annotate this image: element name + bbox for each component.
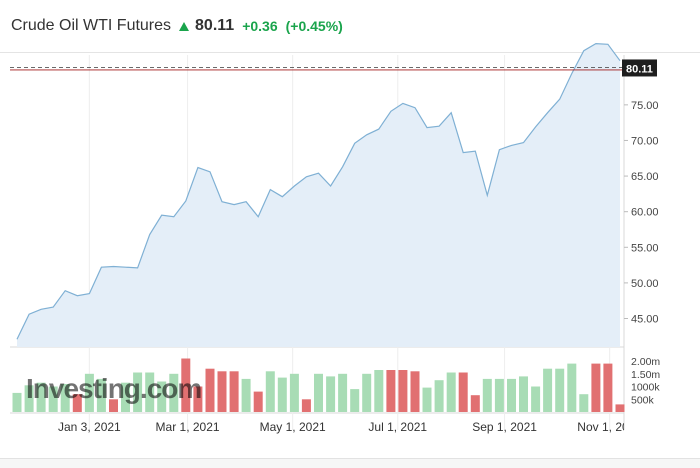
volume-bar [362, 373, 372, 412]
x-tick-label: Nov 1, 2021 [577, 420, 642, 434]
price-tick-label: 60.00 [631, 207, 659, 219]
x-tick-label: Jan 3, 2021 [58, 420, 121, 434]
volume-bar [133, 372, 143, 412]
volume-bar [410, 371, 420, 412]
volume-bar [60, 384, 70, 412]
volume-bar [181, 358, 191, 412]
header-divider [0, 52, 700, 53]
price-tick-label: 65.00 [631, 171, 659, 183]
volume-bar [579, 394, 589, 412]
price-tick-label: 75.00 [631, 100, 659, 112]
volume-bars [12, 358, 625, 412]
volume-bar [507, 378, 516, 412]
last-price: 80.11 [195, 17, 235, 34]
volume-bar [277, 377, 287, 412]
volume-bar [157, 381, 167, 412]
volume-bar [470, 395, 480, 412]
x-tick-label: Jul 1, 2021 [368, 420, 427, 434]
volume-bar [24, 385, 34, 412]
volume-bar [519, 376, 528, 412]
price-tick-label: 70.00 [631, 135, 659, 147]
price-area [17, 43, 620, 347]
volume-bar [603, 363, 613, 412]
x-tick-label: Sep 1, 2021 [472, 420, 537, 434]
volume-bar [543, 368, 553, 412]
price-axis-ticks: 45.00 50.00 55.00 60.00 65.00 70.00 75.00 [624, 100, 659, 326]
up-arrow-icon [179, 21, 190, 31]
volume-bar [72, 394, 82, 412]
volume-bar [422, 387, 432, 412]
volume-bar [193, 386, 203, 412]
volume-bar [12, 392, 22, 412]
volume-bar [386, 370, 396, 412]
price-tick-label: 45.00 [631, 314, 659, 326]
volume-bar [555, 368, 565, 412]
chart-header: Crude Oil WTI Futures 80.11 +0.36 (+0.45… [0, 0, 700, 52]
volume-bar [121, 382, 130, 412]
volume-bar [229, 371, 239, 412]
volume-tick-label: 500k [631, 394, 655, 406]
volume-bar [338, 373, 348, 412]
volume-bar [96, 378, 106, 412]
volume-bar [314, 373, 323, 412]
x-tick-label: Mar 1, 2021 [156, 420, 220, 434]
price-change: +0.36 [242, 18, 278, 34]
price-tick-label: 50.00 [631, 278, 659, 290]
price-change-percent: (+0.45%) [285, 18, 343, 34]
volume-bar [482, 378, 492, 412]
volume-bar [289, 373, 299, 412]
volume-bar [169, 373, 179, 412]
bottom-tab-strip [0, 458, 700, 468]
volume-bar [446, 372, 456, 412]
volume-bar [591, 363, 601, 412]
volume-bar [217, 371, 227, 412]
volume-bar [458, 372, 468, 412]
volume-bar [374, 370, 384, 412]
volume-bar [36, 382, 46, 412]
volume-bar [434, 380, 444, 412]
last-price-tag-label: 80.11 [626, 63, 653, 75]
volume-tick-label: 1.50m [631, 369, 660, 381]
volume-bar [48, 386, 58, 412]
investing-watermark-logo: Investing.com [26, 373, 201, 404]
volume-bar [301, 399, 311, 412]
volume-tick-label: 1000k [631, 382, 660, 394]
volume-bar [109, 399, 118, 412]
instrument-title: Crude Oil WTI Futures [11, 17, 172, 34]
price-tick-label: 55.00 [631, 242, 659, 254]
volume-bar [494, 378, 504, 412]
volume-bar [531, 386, 541, 412]
volume-bar [84, 373, 94, 412]
volume-tick-label: 2.00m [631, 356, 660, 368]
x-tick-label: May 1, 2021 [260, 420, 326, 434]
volume-bar [265, 371, 275, 412]
volume-bar [145, 372, 155, 412]
volume-bar [205, 368, 215, 412]
volume-bar [567, 363, 577, 412]
volume-bar [326, 376, 336, 412]
volume-bar [615, 404, 625, 412]
volume-bar [350, 389, 360, 412]
x-axis-ticks: Jan 3, 2021 Mar 1, 2021 May 1, 2021 Jul 1, … [58, 420, 642, 434]
volume-bar [398, 370, 408, 412]
price-line [16, 42, 621, 340]
volume-bar [253, 391, 263, 412]
volume-bar [241, 378, 251, 412]
last-price-tag [622, 59, 657, 77]
